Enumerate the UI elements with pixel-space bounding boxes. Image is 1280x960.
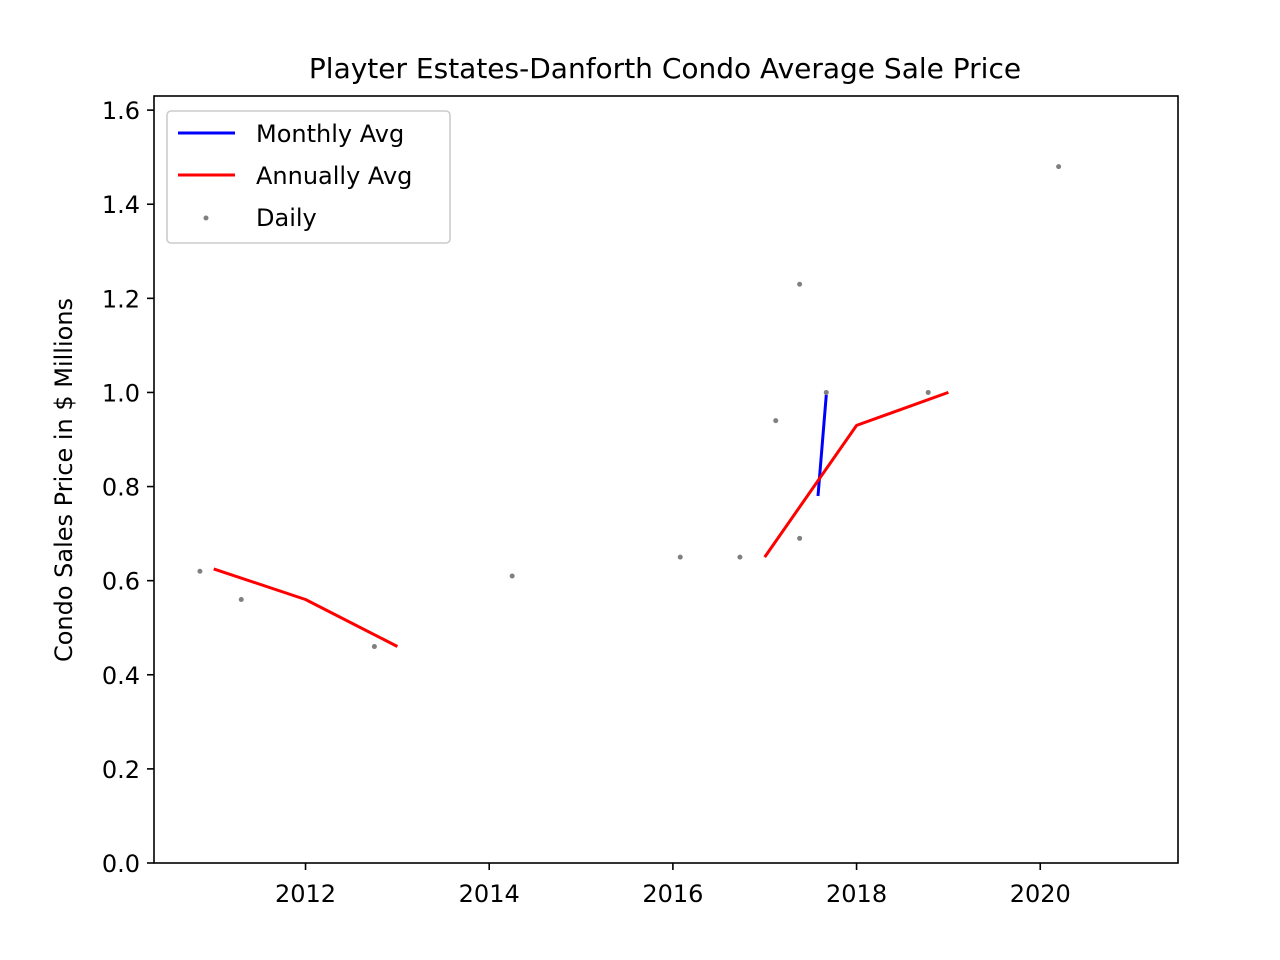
legend-box — [166, 110, 451, 244]
daily-point — [737, 554, 743, 560]
x-tick-label: 2016 — [642, 880, 703, 908]
annual-avg-line — [763, 390, 949, 558]
annual-avg-line — [213, 567, 399, 648]
daily-point — [1056, 164, 1062, 170]
daily-point — [238, 596, 244, 602]
legend-item: Daily — [203, 204, 317, 232]
x-tick-label: 2012 — [275, 880, 336, 908]
y-tick-label: 0.4 — [102, 662, 140, 690]
daily-point — [509, 573, 515, 579]
plot-area — [197, 164, 1062, 650]
daily-point — [197, 568, 203, 574]
y-tick-label: 0.2 — [102, 756, 140, 784]
y-tick-label: 0.0 — [102, 850, 140, 878]
daily-point — [823, 389, 829, 395]
legend: Monthly Avg Annually Avg Daily — [166, 110, 451, 244]
daily-point — [677, 554, 683, 560]
x-tick-label: 2014 — [459, 880, 520, 908]
x-tick-label: 2020 — [1010, 880, 1071, 908]
y-tick-label: 0.8 — [102, 474, 140, 502]
y-tick-label: 1.2 — [102, 285, 140, 313]
daily-point — [371, 644, 377, 650]
axes: 2012 2014 2016 2018 2020 0.0 0.2 0.4 0.6 0.8 1.0 1.… — [102, 95, 1179, 908]
daily-point — [773, 418, 779, 424]
y-tick-label: 1.0 — [102, 379, 140, 407]
series-daily — [197, 164, 1062, 650]
legend-label: Daily — [256, 204, 317, 232]
legend-label: Monthly Avg — [256, 120, 404, 148]
y-tick-label: 0.6 — [102, 568, 140, 596]
daily-point — [925, 389, 931, 395]
legend-item: Monthly Avg — [178, 120, 404, 148]
legend-item: Annually Avg — [178, 162, 412, 190]
plot-frame — [153, 95, 1179, 864]
series-annually-avg — [213, 390, 949, 648]
chart-title: Playter Estates-Danforth Condo Average S… — [309, 52, 1021, 85]
y-axis-label: Condo Sales Price in $ Millions — [50, 298, 78, 662]
x-tick-label: 2018 — [826, 880, 887, 908]
daily-point — [797, 535, 803, 541]
y-tick-label: 1.6 — [102, 97, 140, 125]
legend-label: Annually Avg — [256, 162, 412, 190]
daily-point — [797, 281, 803, 287]
y-tick-label: 1.4 — [102, 191, 140, 219]
legend-swatch — [203, 215, 209, 221]
